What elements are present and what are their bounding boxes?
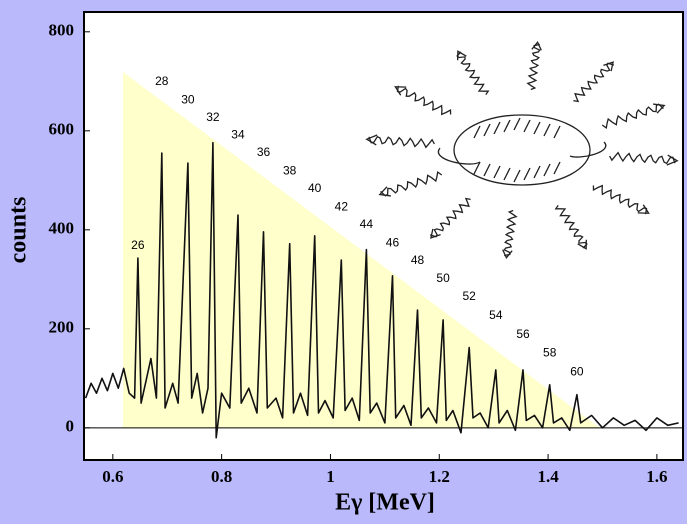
x-tick-label: 1.4 [537, 467, 559, 486]
peak-label: 40 [308, 181, 322, 195]
x-tick-label: 1 [326, 467, 335, 486]
gamma-arrowhead [457, 50, 467, 61]
y-tick-label: 800 [49, 21, 75, 40]
hatch [493, 121, 501, 135]
gamma-ray [601, 103, 664, 130]
y-tick-label: 600 [49, 120, 75, 139]
hatch [513, 117, 521, 131]
hatch [513, 169, 521, 183]
peak-label: 58 [543, 346, 557, 360]
x-tick-label: 0.6 [102, 467, 123, 486]
peak-label: 50 [436, 271, 450, 285]
gamma-arrowhead [502, 249, 513, 259]
hatch [553, 125, 561, 139]
peak-label: 54 [489, 308, 503, 322]
gamma-ray [592, 184, 648, 215]
peak-label: 44 [360, 217, 374, 231]
y-axis-label: counts [6, 197, 32, 264]
peak-label: 56 [516, 327, 530, 341]
nucleus-inset [365, 41, 679, 259]
hatch [553, 161, 561, 175]
hatch [533, 165, 541, 179]
hatch [493, 165, 501, 179]
gamma-ray [503, 209, 518, 257]
peak-label: 46 [386, 236, 400, 250]
gamma-arrowhead [653, 103, 666, 114]
nucleus [453, 114, 591, 186]
hatch [543, 123, 551, 137]
gamma-arrowhead [378, 186, 391, 197]
hatch [473, 125, 481, 139]
gamma-ray [554, 205, 588, 249]
peak-label: 34 [231, 127, 245, 141]
hatch [503, 119, 511, 133]
gamma-ray [456, 51, 490, 95]
gamma-arrowhead [394, 86, 407, 96]
gamma-arrowhead [430, 228, 441, 239]
hatch [503, 167, 511, 181]
gamma-ray [573, 62, 615, 103]
peak-label: 48 [411, 253, 425, 267]
peak-label: 28 [155, 74, 169, 88]
spectrum-line [84, 141, 679, 439]
gamma-ray [380, 170, 443, 197]
hatch [523, 167, 531, 181]
hatch [483, 123, 491, 137]
x-tick-label: 1.2 [429, 467, 450, 486]
gamma-arrowhead [603, 61, 614, 72]
peak-label: 26 [131, 238, 145, 252]
gamma-ray [609, 151, 676, 165]
peak-label: 42 [335, 200, 349, 214]
peak-label: 32 [206, 110, 220, 124]
gamma-arrowhead [365, 134, 378, 146]
gamma-arrowhead [577, 239, 587, 250]
hatch [543, 163, 551, 177]
y-tick-label: 200 [49, 318, 75, 337]
gamma-ray [396, 85, 452, 116]
triangle-region [123, 72, 600, 428]
gamma-ray [429, 197, 471, 238]
hatch [533, 121, 541, 135]
y-tick-label: 0 [66, 417, 75, 436]
gamma-ray [526, 43, 541, 91]
x-axis-label: Eγ [MeV] [335, 490, 435, 516]
gamma-arrowhead [666, 154, 679, 166]
x-tick-label: 1.6 [646, 467, 667, 486]
peak-label: 38 [283, 164, 297, 178]
gamma-arrowhead [637, 204, 650, 214]
peak-label: 36 [257, 145, 271, 159]
gamma-ray [368, 135, 435, 149]
hatch [473, 161, 481, 175]
hatch [483, 163, 491, 177]
y-tick-label: 400 [49, 219, 75, 238]
gamma-arrowhead [531, 41, 542, 51]
hatch [523, 119, 531, 133]
peak-label: 60 [570, 365, 584, 379]
peak-label: 52 [463, 289, 477, 303]
rotation-arrow [437, 141, 607, 165]
x-tick-label: 0.8 [211, 467, 232, 486]
peak-label: 30 [181, 92, 195, 106]
